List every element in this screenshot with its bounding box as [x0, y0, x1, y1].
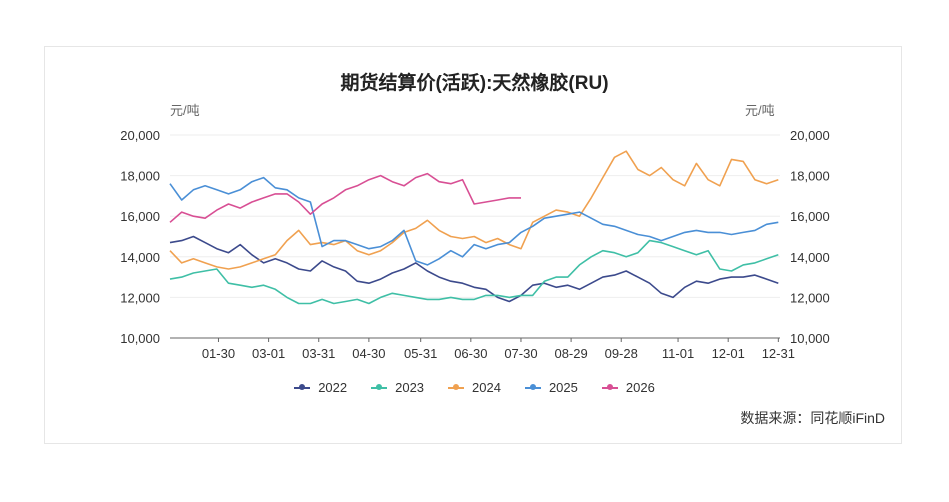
x-tick-label: 04-30	[352, 346, 385, 361]
x-tick-label: 03-01	[252, 346, 285, 361]
legend-item-2026[interactable]: 2026	[601, 380, 655, 395]
y-tick-label-left: 12,000	[120, 290, 160, 305]
x-tick-label: 05-31	[404, 346, 437, 361]
y-tick-label-left: 10,000	[120, 331, 160, 346]
x-tick-label: 01-30	[202, 346, 235, 361]
y-tick-label-right: 14,000	[790, 250, 830, 265]
series-line-2022	[169, 235, 779, 303]
x-tick-label: 09-28	[605, 346, 638, 361]
legend-item-2024[interactable]: 2024	[448, 380, 501, 395]
y-axis-unit-left: 元/吨	[170, 103, 200, 118]
legend-swatch	[601, 383, 618, 390]
legend-swatch	[294, 383, 311, 390]
legend-swatch	[524, 383, 541, 390]
series-line-2023	[169, 239, 779, 305]
y-tick-label-left: 18,000	[120, 169, 160, 184]
legend-item-2022[interactable]: 2022	[294, 380, 347, 395]
chart-legend: 2022 2023 2024 2025 2026	[0, 380, 949, 395]
y-tick-label-right: 12,000	[790, 290, 830, 305]
x-tick-label: 03-31	[302, 346, 335, 361]
legend-swatch	[371, 383, 388, 390]
x-tick-label: 07-30	[504, 346, 537, 361]
series-line-2026	[169, 172, 521, 223]
legend-label: 2025	[548, 380, 578, 395]
y-tick-label-right: 18,000	[790, 169, 830, 184]
y-tick-label-right: 10,000	[790, 331, 830, 346]
y-tick-label-left: 20,000	[120, 128, 160, 143]
y-tick-label-right: 20,000	[790, 128, 830, 143]
x-tick-label: 12-01	[712, 346, 745, 361]
y-tick-label-left: 14,000	[120, 250, 160, 265]
x-tick-label: 11-01	[662, 346, 694, 361]
x-tick-label: 06-30	[454, 346, 487, 361]
legend-label: 2022	[318, 380, 348, 395]
y-tick-label-left: 16,000	[120, 209, 160, 224]
legend-label: 2024	[472, 380, 501, 395]
series-line-2025	[169, 176, 779, 266]
legend-label: 2026	[625, 380, 655, 395]
y-tick-label-right: 16,000	[790, 209, 830, 224]
legend-item-2023[interactable]: 2023	[371, 380, 424, 395]
x-tick-label: 08-29	[554, 346, 587, 361]
series-line-2024	[169, 150, 779, 270]
x-tick-label: 12-31	[762, 346, 795, 361]
y-axis-unit-right: 元/吨	[745, 103, 775, 118]
legend-label: 2023	[395, 380, 425, 395]
chart-title: 期货结算价(活跃):天然橡胶(RU)	[340, 73, 609, 94]
data-source-note: 数据来源：同花顺iFinD	[740, 410, 885, 426]
legend-swatch	[448, 383, 465, 390]
legend-item-2025[interactable]: 2025	[524, 380, 578, 395]
